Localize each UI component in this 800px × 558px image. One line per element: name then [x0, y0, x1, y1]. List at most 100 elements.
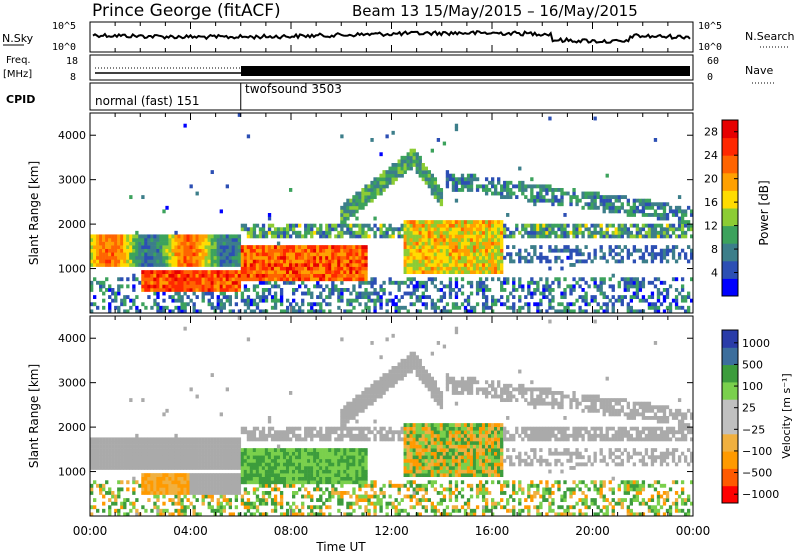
velocity-cell: [337, 455, 340, 459]
velocity-cell: [141, 480, 144, 484]
power-cell: [352, 299, 355, 303]
power-cell: [536, 306, 539, 310]
power-cell: [292, 288, 295, 292]
power-cell: [241, 270, 244, 274]
velocity-cell: [229, 498, 232, 502]
power-cell: [630, 284, 633, 288]
power-cell: [123, 238, 126, 242]
power-cell: [524, 295, 527, 299]
power-cell: [319, 252, 322, 256]
velocity-cell: [298, 466, 301, 470]
power-cell: [455, 249, 458, 253]
power-cell: [527, 199, 530, 203]
velocity-cell: [232, 437, 235, 441]
power-cell: [211, 249, 214, 253]
power-cell: [301, 277, 304, 281]
power-cell: [494, 256, 497, 260]
power-cell: [265, 252, 268, 256]
velocity-cell: [99, 484, 102, 488]
power-cell: [657, 213, 660, 217]
power-cell: [132, 302, 135, 306]
velocity-cell: [205, 462, 208, 466]
power-cell: [491, 234, 494, 238]
velocity-cell: [271, 477, 274, 481]
power-cell: [533, 227, 536, 231]
velocity-cell: [334, 487, 337, 491]
power-cell: [452, 242, 455, 246]
power-cell: [355, 263, 358, 267]
power-cell: [268, 252, 271, 256]
power-cell: [479, 220, 482, 224]
power-cell: [636, 209, 639, 213]
power-cell: [530, 245, 533, 249]
velocity-cell: [168, 445, 171, 449]
power-cell: [509, 292, 512, 296]
power-cell: [624, 227, 627, 231]
power-cell: [425, 263, 428, 267]
power-cell: [461, 259, 464, 263]
power-cell: [482, 220, 485, 224]
power-cell: [220, 302, 223, 306]
velocity-cell: [108, 459, 111, 463]
power-cell: [500, 288, 503, 292]
power-cell: [443, 242, 446, 246]
velocity-cell: [190, 466, 193, 470]
velocity-cell: [186, 487, 189, 491]
power-cell: [340, 217, 343, 221]
power-cell: [108, 302, 111, 306]
power-cell: [392, 302, 395, 306]
velocity-cell: [223, 491, 226, 495]
power-cell: [515, 252, 518, 256]
power-cell: [153, 284, 156, 288]
power-cell: [569, 263, 572, 267]
velocity-cell: [108, 505, 111, 509]
power-cell: [575, 199, 578, 203]
velocity-cell: [280, 495, 283, 499]
power-colorbar-swatch: [722, 261, 738, 279]
power-cell: [280, 274, 283, 278]
velocity-cell: [235, 448, 238, 452]
power-cell: [138, 281, 141, 285]
power-cell: [144, 256, 147, 260]
power-cell: [364, 245, 367, 249]
power-cell: [581, 192, 584, 196]
power-cell: [572, 288, 575, 292]
power-cell: [108, 242, 111, 246]
power-cell: [476, 234, 479, 238]
power-cell: [256, 252, 259, 256]
velocity-cell: [247, 470, 250, 474]
velocity-cell: [247, 437, 250, 441]
power-cell: [196, 263, 199, 267]
power-cell: [99, 256, 102, 260]
power-cell: [352, 199, 355, 203]
power-cell: [482, 259, 485, 263]
power-cell: [675, 245, 678, 249]
noise-right-label: N.Search: [745, 30, 795, 43]
power-cell: [410, 277, 413, 281]
power-cell: [431, 249, 434, 253]
velocity-cell: [232, 484, 235, 488]
velocity-cell: [129, 437, 132, 441]
power-cell: [651, 206, 654, 210]
power-cell: [343, 270, 346, 274]
velocity-cell: [156, 441, 159, 445]
power-cell: [437, 199, 440, 203]
power-cell: [518, 295, 521, 299]
velocity-cell: [202, 484, 205, 488]
power-cell: [497, 252, 500, 256]
power-cell: [132, 256, 135, 260]
power-cell: [419, 227, 422, 231]
power-cell: [590, 277, 593, 281]
power-cell: [545, 234, 548, 238]
power-cell: [434, 270, 437, 274]
power-cell: [238, 281, 241, 285]
power-cell: [666, 252, 669, 256]
power-cell: [455, 267, 458, 271]
power-cell: [352, 284, 355, 288]
power-cell: [259, 270, 262, 274]
power-cell: [199, 270, 202, 274]
power-cell: [214, 256, 217, 260]
power-cell: [346, 274, 349, 278]
power-cell: [135, 231, 138, 235]
power-cell: [331, 281, 334, 285]
